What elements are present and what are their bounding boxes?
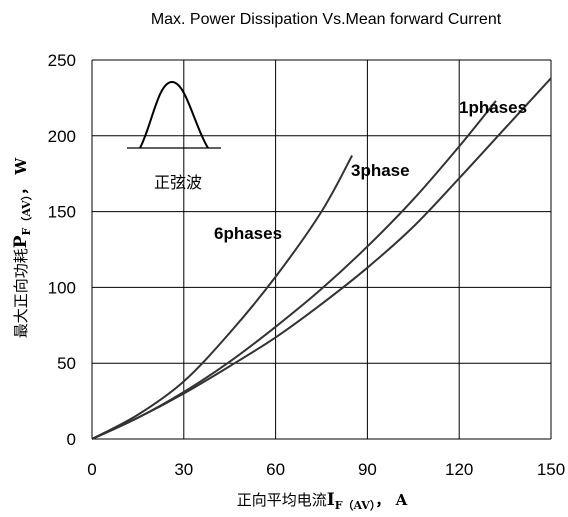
series-line-6phases (91, 155, 353, 440)
series-line-3phase (91, 100, 497, 440)
x-axis-label-main: 正向平均电流 (237, 491, 327, 509)
y-axis-ticks: 0 50 100 150 200 250 (48, 51, 76, 449)
chart-grid (91, 59, 552, 440)
x-axis-ticks: 0 30 60 90 120 150 (87, 460, 565, 479)
y-axis-label-main: 最大正向功耗 (12, 248, 30, 338)
y-tick-label: 250 (48, 51, 76, 70)
x-tick-label: 0 (87, 460, 96, 479)
half-sine-wave-icon (127, 80, 221, 149)
y-tick-label: 200 (48, 127, 76, 146)
y-tick-label: 50 (57, 354, 76, 373)
x-tick-label: 90 (358, 460, 377, 479)
chart-title: Max. Power Dissipation Vs.Mean forward C… (151, 11, 502, 28)
y-tick-label: 0 (67, 430, 76, 449)
y-axis-label-unit: ， W (12, 157, 30, 195)
x-axis-label-symbol: I (327, 490, 335, 510)
x-tick-label: 60 (266, 460, 285, 479)
x-axis-label-subscript: F（AV） (335, 499, 376, 512)
series-label-1phases: 1phases (459, 98, 527, 117)
y-tick-label: 150 (48, 203, 76, 222)
y-axis-label: 最大正向功耗PF（AV）， W (11, 157, 33, 339)
x-tick-label: 120 (445, 460, 473, 479)
x-axis-label-unit: ， A (375, 491, 407, 509)
y-axis-label-symbol: P (11, 235, 31, 248)
inset-label: 正弦波 (154, 173, 202, 192)
series-line-1phases (91, 77, 552, 440)
x-tick-label: 30 (174, 460, 193, 479)
y-tick-label: 100 (48, 278, 76, 297)
series-label-6phases: 6phases (214, 224, 282, 243)
chart-series (91, 77, 552, 440)
x-axis-label: 正向平均电流IF（AV）， A (237, 490, 408, 512)
x-tick-label: 150 (537, 460, 565, 479)
y-axis-label-subscript: F（AV） (20, 195, 33, 236)
series-label-3phase: 3phase (351, 161, 410, 180)
